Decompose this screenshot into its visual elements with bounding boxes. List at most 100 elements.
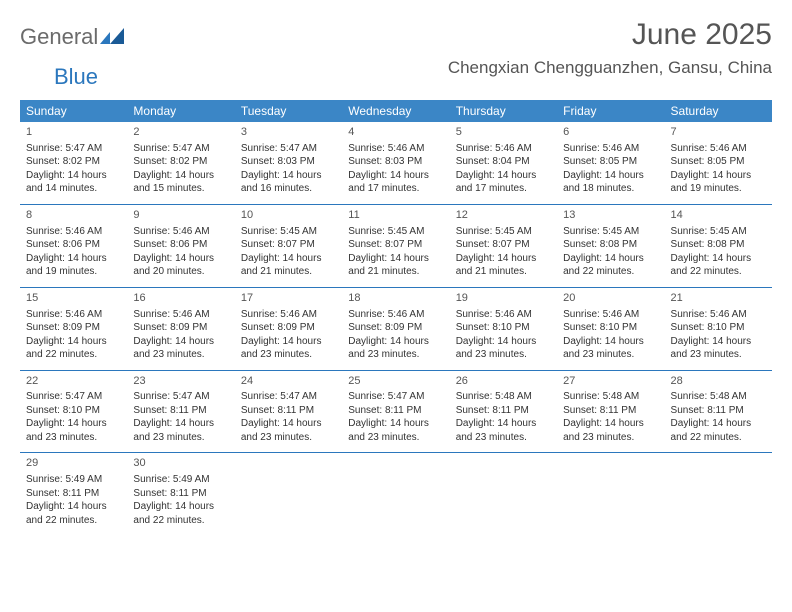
day-number: 4 <box>348 125 443 140</box>
sunrise-line: Sunrise: 5:47 AM <box>26 142 121 156</box>
day-number: 23 <box>133 374 228 389</box>
daylight-line: Daylight: 14 hours and 18 minutes. <box>563 169 658 196</box>
day-cell: 10Sunrise: 5:45 AMSunset: 8:07 PMDayligh… <box>235 204 342 287</box>
daylight-line: Daylight: 14 hours and 23 minutes. <box>671 335 766 362</box>
sunset-line: Sunset: 8:08 PM <box>563 238 658 252</box>
day-cell: 15Sunrise: 5:46 AMSunset: 8:09 PMDayligh… <box>20 287 127 370</box>
week-row: 29Sunrise: 5:49 AMSunset: 8:11 PMDayligh… <box>20 453 772 535</box>
week-row: 22Sunrise: 5:47 AMSunset: 8:10 PMDayligh… <box>20 370 772 453</box>
dayhead-fri: Friday <box>557 100 664 122</box>
daylight-line: Daylight: 14 hours and 19 minutes. <box>671 169 766 196</box>
day-cell: 3Sunrise: 5:47 AMSunset: 8:03 PMDaylight… <box>235 122 342 204</box>
daylight-line: Daylight: 14 hours and 17 minutes. <box>348 169 443 196</box>
sunrise-line: Sunrise: 5:49 AM <box>133 473 228 487</box>
day-cell: 25Sunrise: 5:47 AMSunset: 8:11 PMDayligh… <box>342 370 449 453</box>
daylight-line: Daylight: 14 hours and 23 minutes. <box>348 335 443 362</box>
calendar-table: Sunday Monday Tuesday Wednesday Thursday… <box>20 100 772 535</box>
sunrise-line: Sunrise: 5:45 AM <box>348 225 443 239</box>
day-cell <box>665 453 772 535</box>
daylight-line: Daylight: 14 hours and 17 minutes. <box>456 169 551 196</box>
day-number: 25 <box>348 374 443 389</box>
sunrise-line: Sunrise: 5:47 AM <box>241 390 336 404</box>
daylight-line: Daylight: 14 hours and 23 minutes. <box>348 417 443 444</box>
daylight-line: Daylight: 14 hours and 14 minutes. <box>26 169 121 196</box>
week-row: 15Sunrise: 5:46 AMSunset: 8:09 PMDayligh… <box>20 287 772 370</box>
sunset-line: Sunset: 8:03 PM <box>348 155 443 169</box>
day-cell: 7Sunrise: 5:46 AMSunset: 8:05 PMDaylight… <box>665 122 772 204</box>
day-cell: 20Sunrise: 5:46 AMSunset: 8:10 PMDayligh… <box>557 287 664 370</box>
daylight-line: Daylight: 14 hours and 15 minutes. <box>133 169 228 196</box>
daylight-line: Daylight: 14 hours and 23 minutes. <box>133 417 228 444</box>
daylight-line: Daylight: 14 hours and 22 minutes. <box>563 252 658 279</box>
day-number: 19 <box>456 291 551 306</box>
day-number: 16 <box>133 291 228 306</box>
sunrise-line: Sunrise: 5:47 AM <box>348 390 443 404</box>
sunset-line: Sunset: 8:11 PM <box>456 404 551 418</box>
sunset-line: Sunset: 8:02 PM <box>26 155 121 169</box>
daylight-line: Daylight: 14 hours and 23 minutes. <box>456 335 551 362</box>
day-cell: 16Sunrise: 5:46 AMSunset: 8:09 PMDayligh… <box>127 287 234 370</box>
sunset-line: Sunset: 8:11 PM <box>241 404 336 418</box>
sunrise-line: Sunrise: 5:46 AM <box>26 225 121 239</box>
day-number: 29 <box>26 456 121 471</box>
day-number: 6 <box>563 125 658 140</box>
sunset-line: Sunset: 8:03 PM <box>241 155 336 169</box>
day-cell: 19Sunrise: 5:46 AMSunset: 8:10 PMDayligh… <box>450 287 557 370</box>
daylight-line: Daylight: 14 hours and 23 minutes. <box>241 335 336 362</box>
sunset-line: Sunset: 8:11 PM <box>671 404 766 418</box>
day-number: 24 <box>241 374 336 389</box>
daylight-line: Daylight: 14 hours and 23 minutes. <box>241 417 336 444</box>
day-number: 27 <box>563 374 658 389</box>
sunrise-line: Sunrise: 5:46 AM <box>133 308 228 322</box>
daylight-line: Daylight: 14 hours and 19 minutes. <box>26 252 121 279</box>
daylight-line: Daylight: 14 hours and 22 minutes. <box>133 500 228 527</box>
day-cell: 28Sunrise: 5:48 AMSunset: 8:11 PMDayligh… <box>665 370 772 453</box>
daylight-line: Daylight: 14 hours and 22 minutes. <box>26 335 121 362</box>
sunset-line: Sunset: 8:07 PM <box>241 238 336 252</box>
day-number: 26 <box>456 374 551 389</box>
day-cell <box>342 453 449 535</box>
day-cell <box>450 453 557 535</box>
day-cell: 11 Sunrise: 5:45 AMSunset: 8:07 PMDayligh… <box>342 204 449 287</box>
sunrise-line: Sunrise: 5:48 AM <box>671 390 766 404</box>
day-number: 13 <box>563 208 658 223</box>
day-cell: 12Sunrise: 5:45 AMSunset: 8:07 PMDayligh… <box>450 204 557 287</box>
daylight-line: Daylight: 14 hours and 23 minutes. <box>26 417 121 444</box>
day-number: 20 <box>563 291 658 306</box>
day-number: 11 <box>348 208 443 223</box>
daylight-line: Daylight: 14 hours and 22 minutes. <box>26 500 121 527</box>
day-cell: 13 Sunrise: 5:45 AMSunset: 8:08 PMDayligh… <box>557 204 664 287</box>
sunrise-line: Sunrise: 5:48 AM <box>456 390 551 404</box>
sunset-line: Sunset: 8:07 PM <box>348 238 443 252</box>
month-title: June 2025 <box>448 18 772 52</box>
sunrise-line: Sunrise: 5:45 AM <box>563 225 658 239</box>
day-cell: 6Sunrise: 5:46 AMSunset: 8:05 PMDaylight… <box>557 122 664 204</box>
dayhead-tue: Tuesday <box>235 100 342 122</box>
day-cell <box>235 453 342 535</box>
day-number: 14 <box>671 208 766 223</box>
day-cell: 5Sunrise: 5:46 AMSunset: 8:04 PMDaylight… <box>450 122 557 204</box>
day-number: 17 <box>241 291 336 306</box>
sunset-line: Sunset: 8:10 PM <box>26 404 121 418</box>
day-number: 1 <box>26 125 121 140</box>
day-number: 15 <box>26 291 121 306</box>
day-cell: 14Sunrise: 5:45 AMSunset: 8:08 PMDayligh… <box>665 204 772 287</box>
day-cell: 17Sunrise: 5:46 AMSunset: 8:09 PMDayligh… <box>235 287 342 370</box>
sunset-line: Sunset: 8:05 PM <box>563 155 658 169</box>
daylight-line: Daylight: 14 hours and 21 minutes. <box>348 252 443 279</box>
sunrise-line: Sunrise: 5:46 AM <box>348 308 443 322</box>
day-header-row: Sunday Monday Tuesday Wednesday Thursday… <box>20 100 772 122</box>
day-number: 28 <box>671 374 766 389</box>
sunset-line: Sunset: 8:09 PM <box>348 321 443 335</box>
sunrise-line: Sunrise: 5:49 AM <box>26 473 121 487</box>
daylight-line: Daylight: 14 hours and 23 minutes. <box>133 335 228 362</box>
day-number: 2 <box>133 125 228 140</box>
sunset-line: Sunset: 8:08 PM <box>671 238 766 252</box>
sunrise-line: Sunrise: 5:45 AM <box>456 225 551 239</box>
day-cell: 2Sunrise: 5:47 AMSunset: 8:02 PMDaylight… <box>127 122 234 204</box>
day-cell: 4Sunrise: 5:46 AMSunset: 8:03 PMDaylight… <box>342 122 449 204</box>
day-cell: 1 Sunrise: 5:47 AMSunset: 8:02 PMDaylight… <box>20 122 127 204</box>
daylight-line: Daylight: 14 hours and 21 minutes. <box>241 252 336 279</box>
sunrise-line: Sunrise: 5:47 AM <box>133 390 228 404</box>
sunset-line: Sunset: 8:02 PM <box>133 155 228 169</box>
